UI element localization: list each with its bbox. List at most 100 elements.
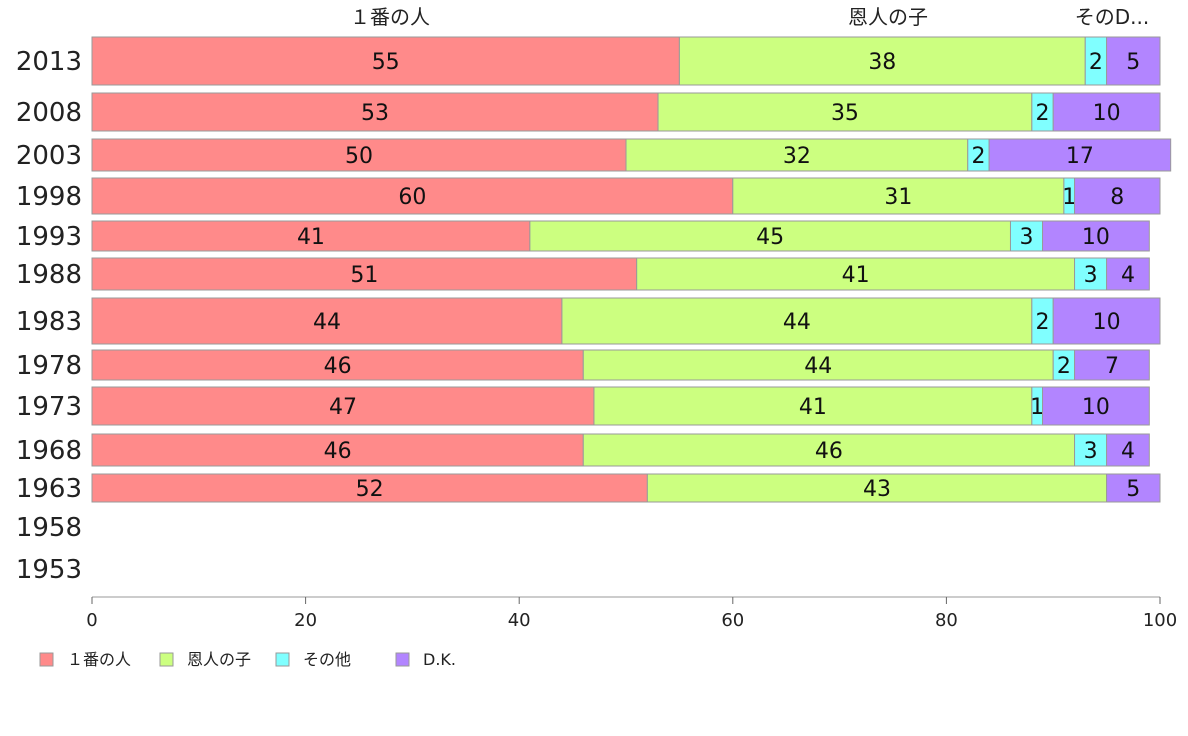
bar-value-label: 51 (350, 263, 378, 288)
bar-segment (1106, 36, 1161, 86)
bar-segment (91, 386, 595, 426)
bar-value-label: 17 (1066, 144, 1094, 169)
bar-segment (625, 138, 969, 172)
bar-segment (91, 349, 584, 381)
bar-value-label: 8 (1110, 185, 1124, 210)
bar-value-label: 60 (398, 185, 426, 210)
bar-segment (1052, 92, 1161, 132)
bar-value-label: 46 (324, 439, 352, 464)
bar-segment (1106, 257, 1150, 291)
bar-segment (91, 433, 584, 467)
x-axis: 0 20 40 60 80 100 (86, 596, 1177, 631)
year-label: 2008 (16, 98, 82, 128)
bar-segment (582, 349, 1054, 381)
bar-value-label: 46 (815, 439, 843, 464)
bar-value-label: 43 (863, 477, 891, 502)
bar-value-label: 31 (884, 185, 912, 210)
bar-value-label: 52 (356, 477, 384, 502)
legend-label: その他 (303, 650, 351, 669)
bar-value-label: 2 (1089, 50, 1103, 75)
legend-label: 恩人の子 (187, 650, 251, 669)
bar-value-label: 2 (1057, 354, 1071, 379)
bar-segment (1074, 177, 1161, 215)
x-tick-label: 20 (294, 610, 317, 631)
year-label: 1998 (16, 182, 82, 212)
legend-label: D.K. (423, 650, 456, 669)
year-label: 1983 (16, 307, 82, 337)
year-labels: 2013 2008 2003 1998 1993 1988 1983 1978 1973 1968… (16, 47, 82, 585)
legend-swatch (395, 652, 410, 667)
bar-value-label: 7 (1105, 354, 1119, 379)
bar-segment (1106, 473, 1161, 503)
top-label: １番の人 (350, 5, 430, 29)
bar-value-label: 41 (842, 263, 870, 288)
bar-segment (1106, 433, 1150, 467)
bar-segment (646, 473, 1108, 503)
bar-value-label: 35 (831, 101, 859, 126)
bar-segment (593, 386, 1033, 426)
legend-swatch (159, 652, 174, 667)
year-label: 1978 (16, 351, 82, 381)
bar-segment (732, 177, 1065, 215)
bar-value-label: 38 (868, 50, 896, 75)
bar-segment (636, 257, 1076, 291)
x-tick-label: 40 (508, 610, 531, 631)
bar-value-label: 53 (361, 101, 389, 126)
legend-swatch (39, 652, 54, 667)
bar-value-label: 32 (783, 144, 811, 169)
bar-value-label: 47 (329, 395, 357, 420)
year-label: 2013 (16, 47, 82, 77)
bar-segment (1042, 386, 1150, 426)
bar-segment (1052, 297, 1161, 345)
bar-segment (657, 92, 1033, 132)
bar-value-label: 10 (1082, 395, 1110, 420)
bar-segment (91, 220, 531, 252)
bar-value-label: 44 (783, 310, 811, 335)
year-label: 1973 (16, 392, 82, 422)
bar-value-label: 55 (372, 50, 400, 75)
bar-value-label: 1 (1030, 395, 1044, 420)
top-label: そのD... (1075, 5, 1149, 29)
bar-value-label: 45 (756, 225, 784, 250)
bar-segment (1042, 220, 1150, 252)
x-tick-label: 100 (1143, 610, 1177, 631)
bar-value-label: 10 (1082, 225, 1110, 250)
bar-value-label: 10 (1093, 101, 1121, 126)
bar-segment (529, 220, 1011, 252)
bar-value-label: 2 (971, 144, 985, 169)
x-tick-label: 80 (935, 610, 958, 631)
bar-value-label: 2 (1036, 101, 1050, 126)
bar-value-label: 3 (1020, 225, 1034, 250)
x-tick-label: 60 (721, 610, 744, 631)
bar-value-label: 3 (1084, 439, 1098, 464)
bar-segment (988, 138, 1172, 172)
top-label: 恩人の子 (848, 5, 928, 29)
year-label: 2003 (16, 141, 82, 171)
bar-segment (91, 138, 627, 172)
bar-segment (678, 36, 1086, 86)
year-label: 1958 (16, 513, 82, 543)
bar-value-label: 50 (345, 144, 373, 169)
bar-value-label: 2 (1036, 310, 1050, 335)
bar-segment (91, 257, 638, 291)
bar-value-label: 46 (324, 354, 352, 379)
year-label: 1968 (16, 436, 82, 466)
bar-segment (561, 297, 1033, 345)
year-label: 1993 (16, 222, 82, 252)
bar-segment (1009, 220, 1044, 252)
bar-segment (91, 92, 659, 132)
bar-value-label: 44 (804, 354, 832, 379)
legend-label: １番の人 (67, 650, 131, 669)
bar-segment (91, 36, 680, 86)
bar-segment (582, 433, 1076, 467)
legend: １番の人 恩人の子 その他 D.K. (39, 650, 456, 669)
bar-segment (1074, 349, 1150, 381)
bar-segment (91, 297, 563, 345)
bar-value-label: 4 (1121, 439, 1135, 464)
x-tick-label: 0 (86, 610, 97, 631)
bar-value-label: 44 (313, 310, 341, 335)
bar-value-label: 3 (1084, 263, 1098, 288)
bar-value-label: 41 (799, 395, 827, 420)
